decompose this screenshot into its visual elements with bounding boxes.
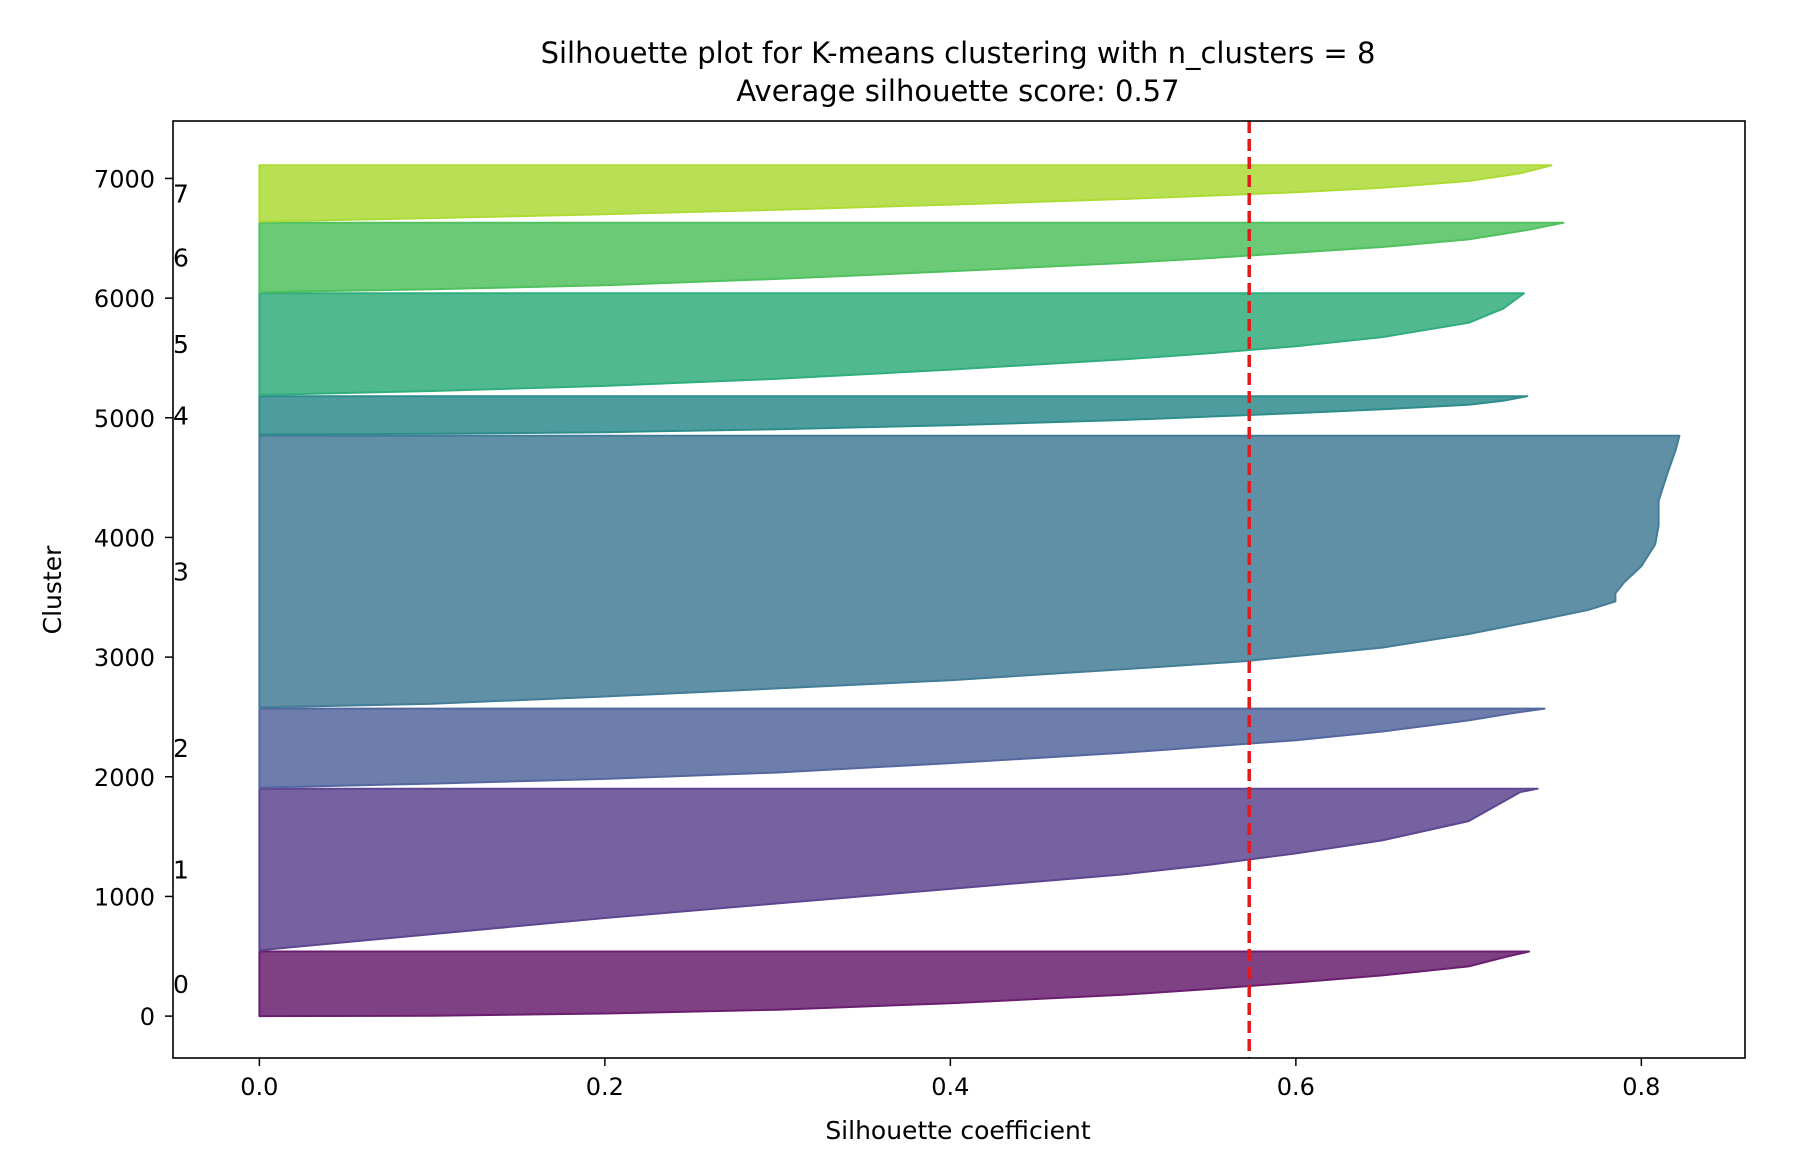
x-axis-ticks: 0.0 0.2 0.4 0.6 0.8 (240, 1058, 1660, 1101)
cluster-7-area (258, 164, 1553, 223)
x-tick-label: 0.2 (586, 1073, 624, 1101)
cluster-1-label: 1 (173, 856, 189, 885)
cluster-0-label: 0 (173, 970, 189, 999)
cluster-5-area (258, 292, 1525, 396)
chart-subtitle: Average silhouette score: 0.57 (736, 74, 1179, 108)
y-tick-label: 7000 (94, 165, 155, 193)
y-axis-ticks: 0 1000 2000 3000 4000 5000 6000 7000 (94, 165, 173, 1031)
cluster-4-label: 4 (173, 401, 189, 430)
plot-frame (172, 120, 1746, 1059)
y-axis-label: Cluster (38, 545, 67, 634)
y-tick-label: 4000 (94, 524, 155, 552)
y-tick-label: 1000 (94, 883, 155, 911)
chart-title: Silhouette plot for K-means clustering w… (541, 36, 1376, 70)
y-tick-label: 3000 (94, 644, 155, 672)
x-tick-label: 0.4 (931, 1073, 969, 1101)
cluster-7-label: 7 (173, 179, 189, 208)
y-tick-label: 2000 (94, 764, 155, 792)
cluster-4-area (258, 395, 1529, 436)
cluster-0-area (258, 950, 1531, 1018)
x-tick-label: 0.6 (1277, 1073, 1315, 1101)
cluster-2-label: 2 (173, 734, 189, 763)
silhouette-clusters (258, 164, 1681, 1018)
cluster-3-area (258, 434, 1681, 709)
cluster-1-area (258, 787, 1539, 952)
x-axis-label: Silhouette coefficient (825, 1116, 1091, 1145)
y-tick-label: 6000 (94, 285, 155, 313)
x-tick-label: 0.0 (240, 1073, 278, 1101)
y-tick-label: 0 (140, 1003, 155, 1031)
cluster-6-label: 6 (173, 243, 189, 272)
cluster-3-label: 3 (173, 558, 189, 587)
y-tick-label: 5000 (94, 405, 155, 433)
cluster-5-label: 5 (173, 330, 189, 359)
x-tick-label: 0.8 (1622, 1073, 1660, 1101)
cluster-labels: 0 1 2 3 4 5 6 7 (173, 179, 189, 998)
cluster-2-area (258, 707, 1546, 789)
cluster-6-area (258, 221, 1565, 294)
